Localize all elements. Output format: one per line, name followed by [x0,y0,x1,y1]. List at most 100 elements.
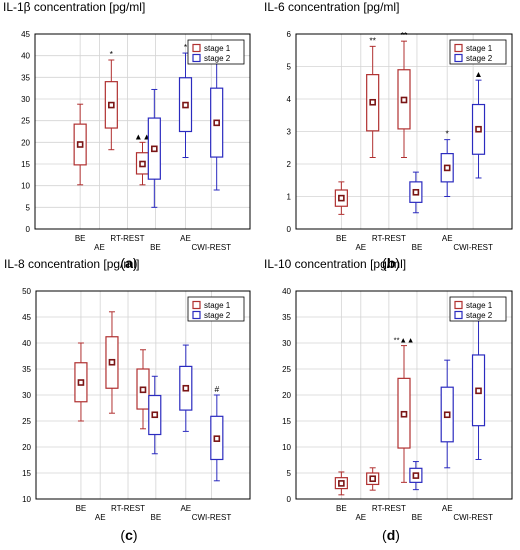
box-stage2-ae [440,359,454,469]
y-tick-label: 10 [21,182,30,191]
mean-marker [412,188,420,196]
legend-label-stage1: stage 1 [204,44,231,53]
legend-label-stage2: stage 2 [466,311,493,320]
legend-swatch-stage1 [192,43,201,53]
y-tick-label: 20 [22,443,31,452]
significance-marker: ▲ [474,69,482,79]
plot-frame [295,290,513,500]
box-stage2-ae: * [178,42,193,158]
y-tick-label: 45 [22,313,31,322]
legend-swatch-stage1 [454,43,463,53]
y-tick-label: 25 [22,417,31,426]
legend-label-stage2: stage 2 [204,54,231,63]
box-stage1-be [334,181,348,215]
box-stage2-ae: * [440,129,454,197]
y-tick-label: 3 [287,128,292,137]
mean-marker [475,125,482,133]
box-stage1-ae [366,467,380,491]
box-stage1-ae [105,311,119,414]
x-tick-label: BE [150,243,161,252]
significance-marker: ▲▲ [134,131,151,141]
x-tick-label: RT-REST [372,504,406,513]
box-stage1-rt-rest [136,349,150,430]
mean-marker [369,475,376,483]
chart-title: IL-10 concentration [pg/ml] [264,257,406,271]
mean-marker [76,141,84,148]
mean-marker [443,411,451,419]
y-tick-label: 25 [21,117,30,126]
mean-marker [108,358,116,366]
mean-marker [108,101,115,109]
y-tick-label: 35 [282,313,291,322]
legend-swatch-stage1 [192,300,201,310]
panel-label: (a) [120,255,137,271]
y-tick-label: 6 [287,30,292,39]
significance-marker: * [110,49,114,59]
significance-marker: ** [369,35,376,45]
chart-title: IL-6 concentration [pg/ml] [264,0,399,14]
box-stage2-ae [179,344,193,432]
box-stage1-rt-rest: ▲▲ [134,131,151,186]
x-tick-label: AE [95,513,106,522]
y-tick-label: 15 [22,469,31,478]
mean-marker [77,379,85,386]
legend-label-stage1: stage 1 [466,301,493,310]
chart-panel-3: IL-8 concentration [pg/ml] 10 15 20 25 30 35 40… [4,257,251,543]
mean-marker [151,145,158,153]
mean-marker [443,164,451,172]
y-tick-label: 5 [287,469,292,478]
plot-frame [295,33,513,230]
box-stage2-cwi-rest: ## [471,310,486,460]
chart-panel-1: IL-1β concentration [pg/ml] 0 5 10 15 20 25 30 3… [3,0,251,271]
x-tick-label: RT-REST [110,234,144,243]
plot-frame [35,290,251,500]
y-tick-label: 5 [287,63,292,72]
significance-marker: **▲▲ [394,336,415,345]
x-tick-label: AE [94,243,105,252]
x-tick-label: RT-REST [372,234,406,243]
mean-marker [213,435,221,442]
box-stage1-be [73,103,87,186]
mean-marker [139,160,146,168]
chart-title: IL-1β concentration [pg/ml] [3,0,145,14]
box-stage2-cwi-rest: ▲ [210,44,224,191]
mean-marker [475,387,482,395]
chart-title: IL-8 concentration [pg/ml] [4,257,139,271]
mean-marker [338,480,345,487]
y-tick-label: 40 [22,339,31,348]
mean-marker [412,472,420,479]
box-stage1-ae: ** [366,35,380,158]
x-tick-label: CWI-REST [453,243,493,252]
x-tick-label: AE [180,234,191,243]
y-tick-label: 10 [22,495,31,504]
mean-marker [400,96,408,104]
box-stage1-rt-rest: ** [397,30,411,158]
legend-swatch-stage2 [454,310,463,320]
box-stage2-cwi-rest: # [210,384,224,482]
y-tick-label: 20 [282,391,291,400]
y-tick-label: 5 [26,203,31,212]
y-tick-label: 30 [21,95,30,104]
mean-marker [151,411,159,419]
plot-frame [34,33,251,230]
chart-panel-2: IL-6 concentration [pg/ml] 0 1 2 3 4 5 6 BE AE RT-… [264,0,513,271]
panel-label: (d) [382,527,400,543]
x-tick-label: AE [355,243,366,252]
box-stage1-ae: * [104,49,118,151]
y-tick-label: 50 [22,287,31,296]
significance-marker: # [214,384,219,394]
panel-label: (b) [382,255,400,271]
box-stage2-cwi-rest: ▲ [471,69,486,179]
significance-marker: ** [401,30,408,40]
y-tick-label: 40 [21,52,30,61]
mean-marker [369,98,376,106]
y-tick-label: 4 [287,95,292,104]
legend-label-stage1: stage 1 [204,301,231,310]
legend-swatch-stage2 [192,310,201,320]
y-tick-label: 35 [22,365,31,374]
